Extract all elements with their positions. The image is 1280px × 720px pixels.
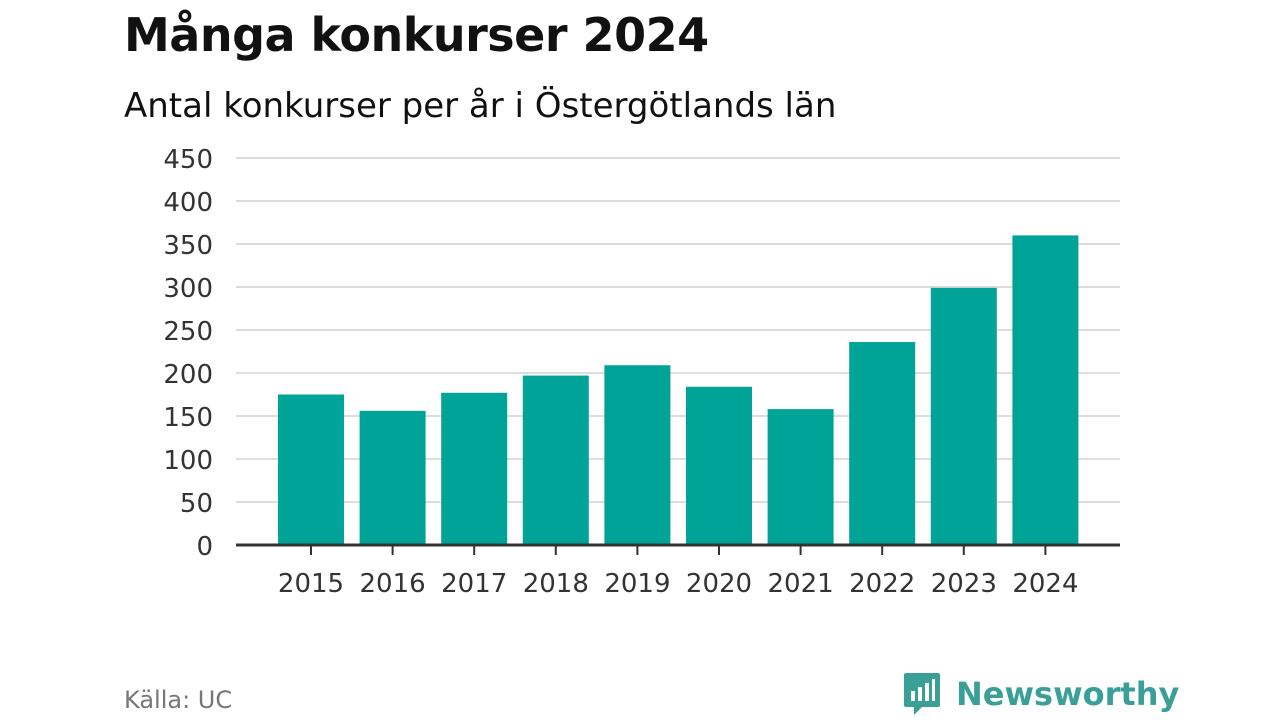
y-tick-label: 250 xyxy=(163,317,213,347)
bar-2016 xyxy=(359,410,426,545)
x-tick-label: 2023 xyxy=(931,569,997,599)
bar-2015 xyxy=(278,394,344,545)
x-axis-ticks: 2015 2016 2017 2018 2019 2020 2021 2022 2023 2024 xyxy=(278,545,1078,599)
x-tick-label: 2021 xyxy=(768,569,834,599)
source-note: Källa: UC xyxy=(124,686,233,714)
y-tick-label: 450 xyxy=(163,145,213,175)
x-tick-label: 2017 xyxy=(441,569,507,599)
bar-2022 xyxy=(849,342,916,545)
y-tick-label: 200 xyxy=(163,360,213,390)
x-tick-label: 2024 xyxy=(1012,569,1078,599)
chart-subtitle: Antal konkurser per år i Östergötlands l… xyxy=(124,86,837,126)
brand-name: Newsworthy xyxy=(956,675,1180,713)
bar-2017 xyxy=(441,392,508,545)
bars xyxy=(278,235,1079,545)
bar-2019 xyxy=(604,365,671,545)
bar-2018 xyxy=(522,375,589,545)
bar-2023 xyxy=(930,287,997,545)
y-tick-label: 100 xyxy=(163,446,213,476)
bar-2020 xyxy=(686,386,752,545)
y-tick-label: 0 xyxy=(196,532,213,562)
brand: Newsworthy xyxy=(902,670,1179,718)
y-axis-ticks: 0 50 100 150 200 250 300 350 400 450 xyxy=(163,145,213,562)
x-tick-label: 2019 xyxy=(604,569,670,599)
newsworthy-logo-icon xyxy=(904,673,940,715)
y-tick-label: 150 xyxy=(163,403,213,433)
y-tick-label: 350 xyxy=(163,231,213,261)
y-tick-label: 400 xyxy=(163,188,213,218)
bar-2021 xyxy=(767,409,834,545)
bar-2024 xyxy=(1012,235,1079,545)
x-tick-label: 2015 xyxy=(278,569,344,599)
x-tick-label: 2022 xyxy=(849,569,915,599)
chart-title: Många konkurser 2024 xyxy=(124,8,709,62)
x-tick-label: 2020 xyxy=(686,569,752,599)
y-tick-label: 50 xyxy=(180,489,213,519)
y-tick-label: 300 xyxy=(163,274,213,304)
x-tick-label: 2018 xyxy=(523,569,589,599)
x-tick-label: 2016 xyxy=(360,569,426,599)
